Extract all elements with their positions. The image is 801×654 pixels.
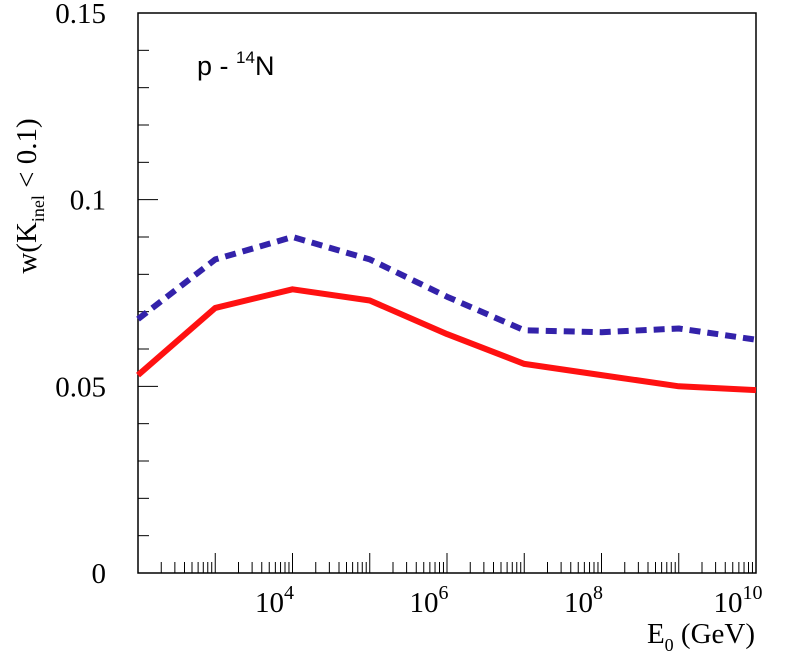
x-axis-title-sub: 0	[665, 635, 674, 654]
x-axis-title-base: E	[647, 618, 665, 650]
y-tick-label: 0.15	[55, 0, 106, 30]
annotation-rest: N	[255, 51, 275, 81]
x-axis-title: E0 (GeV)	[647, 618, 755, 654]
x-tick-base: 10	[564, 587, 593, 619]
axis-ticks	[137, 12, 753, 574]
y-tick-label: 0	[92, 558, 107, 590]
x-tick-exp: 10	[743, 582, 763, 604]
x-tick-exp: 4	[284, 582, 294, 604]
y-axis-title-sub: inel	[28, 195, 48, 222]
x-tick-label: 108	[564, 582, 603, 619]
x-tick-base: 10	[714, 587, 743, 619]
annotation-text: p - 14N	[197, 48, 274, 81]
series-layer	[136, 234, 757, 394]
x-tick-exp: 8	[593, 582, 603, 604]
y-tick-label: 0.1	[70, 185, 106, 217]
annotation-sup: 14	[236, 48, 255, 67]
y-axis-title-rest: < 0.1)	[11, 118, 43, 195]
x-tick-base: 10	[255, 587, 284, 619]
x-axis-title-rest: (GeV)	[674, 618, 755, 650]
y-axis-title: w(Kinel < 0.1)	[11, 118, 48, 273]
y-axis-title-base: w(K	[11, 222, 43, 274]
x-tick-label: 104	[255, 582, 294, 619]
y-tick-label: 0.05	[55, 371, 106, 403]
series-solid-line	[136, 286, 757, 394]
annotation-base: p -	[197, 51, 236, 81]
x-tick-label: 106	[410, 582, 449, 619]
x-tick-exp: 6	[439, 582, 449, 604]
x-tick-label: 1010	[714, 582, 763, 619]
plot-frame	[137, 12, 757, 574]
series-dashed-line	[136, 234, 757, 343]
x-tick-base: 10	[410, 587, 439, 619]
